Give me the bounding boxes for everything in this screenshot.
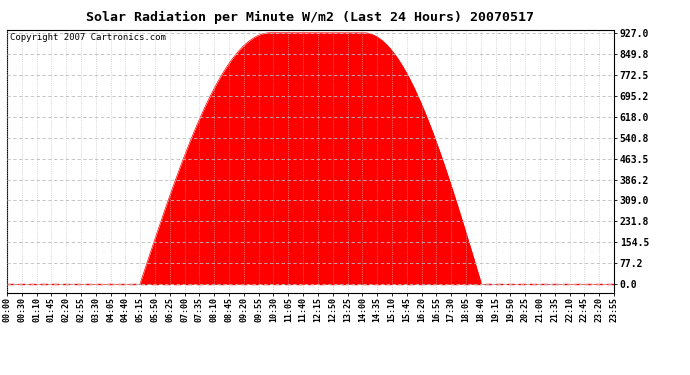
- Text: Solar Radiation per Minute W/m2 (Last 24 Hours) 20070517: Solar Radiation per Minute W/m2 (Last 24…: [86, 11, 535, 24]
- Text: Copyright 2007 Cartronics.com: Copyright 2007 Cartronics.com: [10, 33, 166, 42]
